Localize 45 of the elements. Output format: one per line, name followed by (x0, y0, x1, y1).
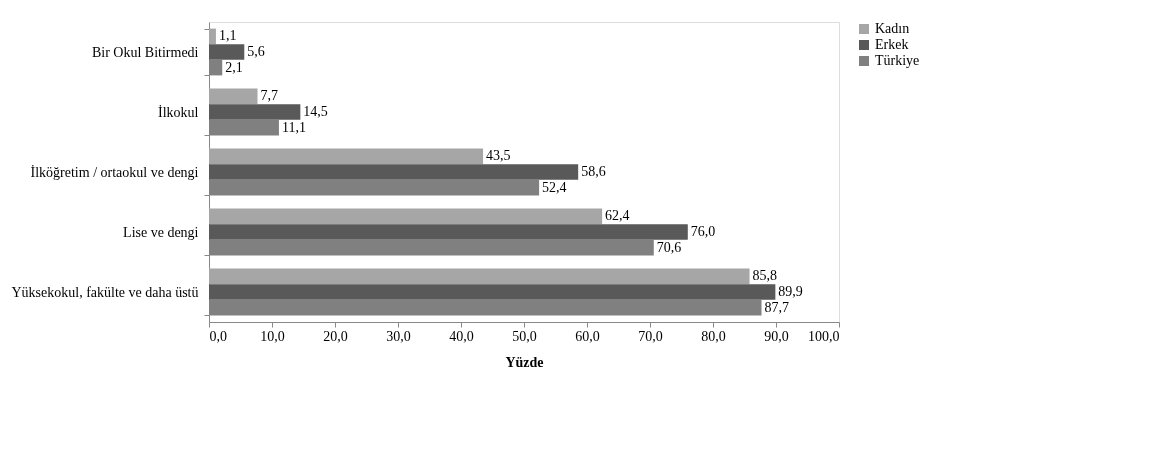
bar (209, 284, 776, 300)
x-tick-label: 50,0 (512, 328, 537, 344)
data-label: 58,6 (581, 164, 606, 179)
data-label: 62,4 (605, 208, 630, 224)
x-tick-label: 40,0 (449, 328, 474, 344)
legend-label: Erkek (875, 37, 909, 52)
data-label: 70,6 (656, 239, 682, 255)
legend-label: Türkiye (875, 53, 920, 68)
x-tick-label: 70,0 (638, 328, 663, 344)
data-label: 7,7 (260, 88, 279, 104)
x-tick-label: 100,0 (808, 328, 840, 344)
data-label: 5,6 (247, 44, 265, 59)
data-label: 76,0 (690, 224, 716, 239)
x-tick-label: 80,0 (701, 328, 726, 344)
x-tick-label: 30,0 (386, 328, 411, 344)
y-tick-label: İlköğretim / ortaokul ve dengi (30, 164, 199, 180)
y-tick-label: Bir Okul Bitirmedi (91, 44, 199, 60)
data-label: 87,7 (764, 299, 790, 315)
x-axis-title: Yüzde (505, 354, 544, 370)
data-label: 43,5 (486, 148, 511, 164)
x-tick-label: 0,0 (209, 328, 227, 344)
y-tick-label: Lise ve dengi (123, 224, 199, 240)
bar (209, 104, 301, 120)
y-tick-label: İlkokul (158, 104, 199, 120)
bar (209, 268, 750, 285)
legend-label: Kadın (875, 21, 910, 36)
x-tick-label: 10,0 (260, 328, 285, 344)
bar (209, 88, 258, 105)
bar (209, 224, 688, 240)
data-label: 14,5 (303, 104, 328, 119)
x-tick-label: 60,0 (575, 328, 600, 344)
bar (209, 208, 603, 225)
data-label: 2,1 (225, 59, 243, 75)
y-tick-label: Yüksekokul, fakülte ve daha üstü (11, 284, 199, 300)
data-label: 89,9 (778, 284, 803, 299)
bar (209, 28, 216, 45)
data-label: 1,1 (218, 28, 237, 44)
bar (209, 44, 245, 60)
data-label: 11,1 (281, 119, 306, 135)
data-label: 85,8 (752, 268, 778, 284)
data-label: 52,4 (542, 179, 567, 195)
x-tick-label: 20,0 (323, 328, 348, 344)
bar (209, 164, 579, 180)
bar (209, 148, 484, 165)
x-tick-label: 90,0 (764, 328, 789, 344)
